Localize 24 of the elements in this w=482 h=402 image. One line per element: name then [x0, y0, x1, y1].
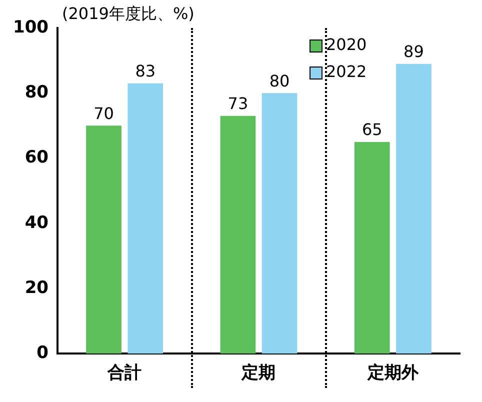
- data-label: 83: [135, 62, 156, 81]
- y-tick-label: 60: [24, 148, 49, 168]
- x-tick-label: 合計: [106, 363, 142, 384]
- legend-label: 2022: [326, 62, 367, 82]
- y-tick-label: 100: [12, 17, 49, 38]
- bar: [128, 83, 164, 354]
- x-tick-label: 定期: [240, 363, 276, 384]
- y-tick-label: 80: [24, 82, 49, 103]
- data-label: 70: [94, 104, 114, 123]
- data-label: 80: [269, 71, 290, 90]
- bar: [86, 126, 122, 354]
- y-tick-label: 0: [36, 343, 49, 364]
- data-label: 89: [404, 42, 424, 61]
- y-tick-label: 20: [24, 278, 49, 298]
- y-tick-label: 40: [24, 212, 49, 233]
- legend-label: 2020: [326, 35, 367, 54]
- x-tick-label: 定期外: [366, 363, 420, 384]
- bar: [354, 142, 390, 354]
- bar: [396, 64, 432, 354]
- bar: [262, 93, 298, 354]
- data-label: 65: [362, 120, 382, 140]
- data-label: 73: [228, 94, 248, 114]
- y-axis-title: (2019年度比、%): [62, 4, 194, 25]
- bar: [220, 116, 256, 354]
